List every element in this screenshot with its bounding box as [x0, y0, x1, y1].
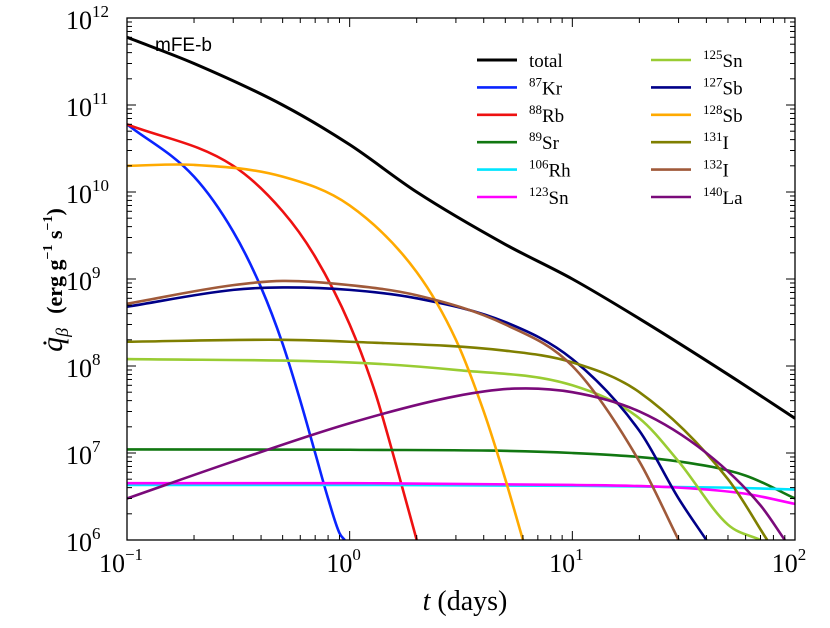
legend-item: 128Sb: [651, 102, 743, 127]
y-axis-units-exp1: −1: [41, 245, 56, 260]
y-axis-units: (erg g: [42, 260, 67, 314]
series-line-132-i: [127, 279, 680, 540]
series-line-127-sb: [127, 286, 708, 540]
y-axis-units-exp2: −1: [41, 215, 56, 230]
plot-frame: [126, 17, 796, 541]
legend-item: 140La: [651, 184, 743, 209]
legend-item: 131I: [651, 129, 729, 154]
y-tick-label: 106: [66, 524, 101, 557]
x-tick-label: 102: [772, 545, 807, 578]
y-axis-title: q̇β(erg g−1 s−1): [36, 208, 72, 352]
x-axis-rest: (days): [430, 586, 507, 617]
legend-item: 125Sn: [651, 47, 743, 72]
axis-tick-labels: 10−1 100 101 102 106 107 108 109 1010 1011 1012: [66, 2, 806, 578]
legend-label: 131I: [703, 129, 729, 154]
y-axis-sub: β: [52, 328, 72, 338]
series-line-128-sb: [127, 163, 525, 540]
series-curves: [127, 35, 795, 540]
legend-label: total: [529, 51, 563, 72]
legend-label: 132I: [703, 157, 729, 182]
series-line-140-la: [127, 387, 786, 540]
y-tick-label: 1012: [66, 2, 109, 35]
series-line-total: [127, 35, 795, 420]
y-axis-units-close: ): [42, 208, 67, 215]
panel-label: mFE-b: [155, 35, 212, 56]
y-tick-label: 107: [66, 437, 101, 470]
legend-label: 89Sr: [529, 129, 560, 154]
legend-label: 128Sb: [703, 102, 743, 127]
axis-ticks: [126, 18, 795, 541]
x-axis-var: t: [423, 586, 432, 617]
series-line-123-sn: [127, 481, 795, 506]
legend-label: 88Rb: [529, 102, 564, 127]
y-tick-label: 108: [66, 350, 101, 383]
y-axis-var: q̇: [36, 337, 69, 352]
legend-item: 88Rb: [477, 102, 564, 127]
y-tick-label: 1011: [66, 89, 108, 122]
series-line-88-rb: [127, 123, 418, 540]
series-line-125-sn: [127, 357, 762, 540]
legend-item: 89Sr: [477, 129, 560, 154]
x-axis-title: t (days): [423, 586, 508, 617]
x-tick-label: 101: [549, 545, 584, 578]
x-tick-label: 10−1: [99, 545, 143, 578]
legend-item: 132I: [651, 157, 729, 182]
legend-label: 125Sn: [703, 47, 743, 72]
legend-label: 106Rh: [529, 157, 571, 182]
legend-label: 123Sn: [529, 184, 569, 209]
legend-item: 106Rh: [477, 157, 571, 182]
y-tick-label: 109: [66, 263, 101, 296]
x-tick-label: 100: [326, 545, 361, 578]
y-tick-label: 1010: [66, 176, 109, 209]
y-axis-units-mid: s: [42, 230, 67, 245]
legend-item: 123Sn: [477, 184, 569, 209]
legend-label: 127Sb: [703, 74, 743, 99]
legend-item: 127Sb: [651, 74, 743, 99]
legend-item: 87Kr: [477, 74, 563, 99]
legend-label: 87Kr: [529, 74, 563, 99]
legend-item: total: [477, 51, 563, 72]
legend-label: 140La: [703, 184, 743, 209]
series-line-89-sr: [127, 448, 795, 500]
